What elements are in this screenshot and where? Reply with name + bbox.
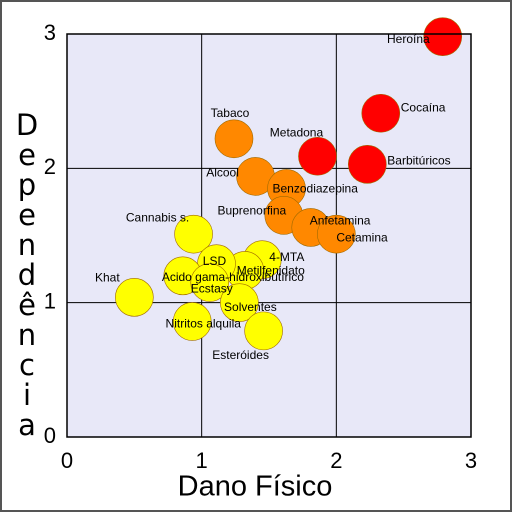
bubble xyxy=(190,263,230,302)
point-label: Metadona xyxy=(270,125,324,139)
bubble xyxy=(317,214,356,254)
point-label: Benzodiazepina xyxy=(273,182,359,196)
point-label: Anfetamina xyxy=(310,214,371,228)
point-label: Esteróides xyxy=(212,348,269,362)
point-label: Alcool xyxy=(206,166,239,180)
bubble xyxy=(298,136,337,176)
bubble xyxy=(115,277,154,317)
point-label: Ecstasy xyxy=(191,282,233,296)
point-label: Tabaco xyxy=(211,106,250,120)
bubble xyxy=(423,17,463,56)
bubble xyxy=(348,145,387,184)
plot-frame xyxy=(66,33,472,438)
y-tick-label: 2 xyxy=(44,154,56,179)
point-label: Cocaína xyxy=(401,100,446,114)
y-tick-label: 0 xyxy=(44,423,56,448)
y-tick-label: 3 xyxy=(44,20,56,45)
point-label: Solventes xyxy=(224,300,277,314)
x-tick-label: 0 xyxy=(61,448,73,473)
y-axis-label: Dependência xyxy=(10,108,44,438)
point-label: Cetamina xyxy=(336,230,388,244)
point-label: Buprenorfina xyxy=(217,204,286,218)
bubble xyxy=(220,283,259,322)
point-label: LSD xyxy=(203,254,227,268)
x-tick-label: 1 xyxy=(196,448,208,473)
x-axis-label: Dano Físico xyxy=(178,471,333,503)
y-tick-label: 1 xyxy=(44,288,56,313)
point-label: Barbitúricos xyxy=(387,153,450,167)
x-tick-label: 2 xyxy=(330,448,342,473)
bubble xyxy=(172,302,212,341)
point-label: Khat xyxy=(95,270,120,284)
bubble xyxy=(214,119,254,159)
point-label: Nitritos alquila xyxy=(166,317,242,331)
x-tick-label: 3 xyxy=(465,448,477,473)
point-label: Acido gama-hidroxibutírico xyxy=(162,270,304,284)
bubble xyxy=(174,214,213,254)
plot-area xyxy=(67,34,471,437)
point-label: Heroína xyxy=(387,32,430,46)
bubble xyxy=(361,93,401,133)
bubble xyxy=(244,311,283,351)
point-label: Metilfenidato xyxy=(237,264,305,278)
point-label: 4-MTA xyxy=(269,250,304,264)
point-label: Cannabis s. xyxy=(126,210,189,224)
